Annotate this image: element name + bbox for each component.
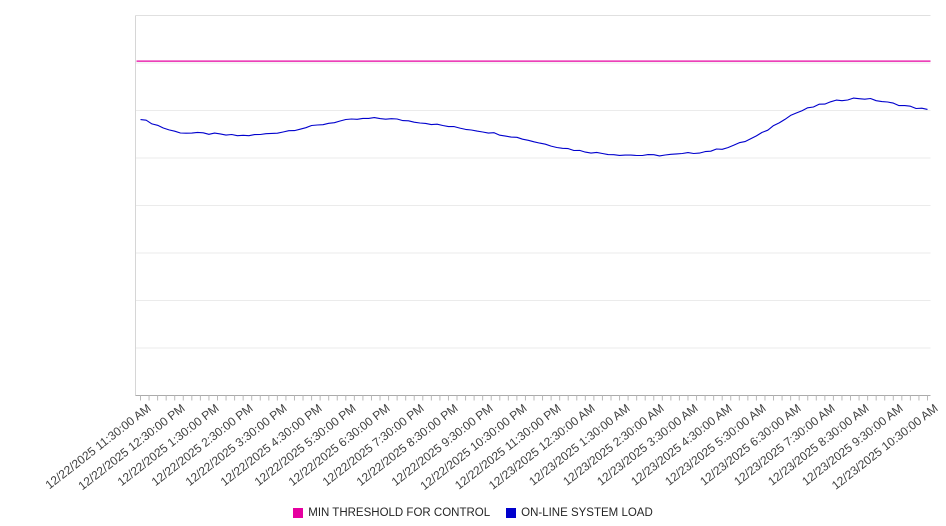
- legend-swatch-min-threshold: [293, 508, 304, 518]
- legend: MIN THRESHOLD FOR CONTROL ON-LINE SYSTEM…: [0, 507, 946, 519]
- legend-item-system-load[interactable]: ON-LINE SYSTEM LOAD: [506, 507, 653, 519]
- legend-label-system-load: ON-LINE SYSTEM LOAD: [521, 507, 653, 519]
- legend-swatch-system-load: [506, 508, 517, 518]
- legend-item-min-threshold[interactable]: MIN THRESHOLD FOR CONTROL: [293, 507, 490, 519]
- legend-label-min-threshold: MIN THRESHOLD FOR CONTROL: [308, 507, 491, 519]
